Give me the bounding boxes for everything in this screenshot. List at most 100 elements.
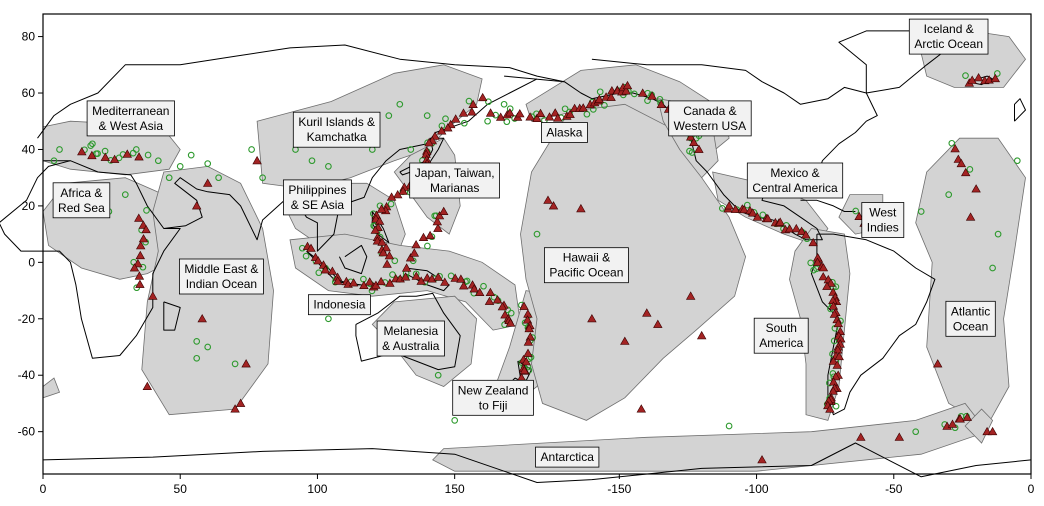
region-label-mexico: Mexico &Central America — [746, 162, 844, 199]
volcano-marker — [386, 192, 397, 201]
region-label-box — [861, 202, 905, 238]
region-label-box — [668, 100, 752, 137]
earthquake-marker — [423, 112, 431, 119]
y-tick-label: 0 — [28, 255, 35, 269]
earthquake-marker — [561, 105, 569, 113]
earthquake-marker — [442, 115, 449, 123]
earthquake-marker — [725, 422, 733, 430]
earthquake-marker — [50, 157, 58, 165]
volcano-marker — [962, 412, 973, 421]
volcano-marker — [747, 208, 758, 217]
earthquake-marker — [87, 142, 95, 149]
region-label-box — [746, 162, 844, 199]
earthquake-marker — [948, 139, 956, 147]
earthquake-marker — [396, 100, 404, 108]
volcano-marker — [398, 186, 408, 195]
earthquake-marker — [966, 166, 974, 173]
volcano-marker — [142, 381, 153, 390]
region-label-antarctica: Antarctica — [535, 446, 600, 468]
volcano-marker — [374, 216, 385, 225]
volcano-marker — [424, 138, 434, 147]
region-label-box — [307, 294, 371, 316]
volcano-marker — [523, 337, 534, 346]
volcano-marker — [191, 201, 202, 210]
region-label-hawaii: Hawaii &Pacific Ocean — [544, 247, 629, 284]
earthquake-marker — [912, 428, 920, 436]
volcano-marker — [894, 432, 905, 441]
region-label-box — [753, 317, 809, 354]
volcano-marker — [763, 213, 773, 223]
y-tick-label: -40 — [18, 368, 36, 382]
volcano-marker — [822, 281, 832, 290]
coastline-0 — [37, 44, 565, 139]
volcano-marker — [828, 356, 839, 365]
earthquake-marker — [644, 97, 651, 104]
earthquake-marker — [917, 208, 925, 215]
region-label-box — [535, 446, 600, 468]
volcano-marker — [492, 295, 503, 304]
region-label-line: Indonesia — [313, 298, 365, 312]
coastline-14 — [810, 233, 936, 416]
volcano-marker — [87, 150, 97, 160]
volcano-marker — [832, 360, 842, 369]
region-label-kuril: Kuril Islands &Kamchatka — [292, 111, 381, 148]
volcano-marker — [523, 348, 533, 357]
region-label-line: Africa & — [60, 186, 102, 200]
region-label-line: to Fiji — [479, 398, 508, 412]
earthquake-marker — [154, 157, 162, 165]
volcano-marker — [775, 217, 785, 226]
x-axis: 0 50 100 150 -150 -100 -50 0 — [40, 474, 1035, 496]
y-tick-label: -20 — [18, 312, 36, 326]
region-label-line: Red Sea — [58, 201, 105, 215]
region-label-line: Atlantic — [951, 304, 990, 318]
volcano-marker — [987, 426, 998, 436]
volcano-marker — [477, 92, 488, 102]
volcano-marker — [828, 301, 839, 310]
volcano-marker — [834, 351, 844, 361]
volcano-marker — [135, 241, 146, 250]
y-tick-label: -60 — [18, 425, 36, 439]
volcano-marker — [252, 155, 262, 165]
earthquake-marker — [193, 354, 201, 362]
volcano-marker — [812, 257, 823, 266]
volcano-marker — [532, 113, 542, 122]
volcano-marker — [122, 149, 133, 158]
earthquake-marker — [215, 174, 222, 182]
earthquake-marker — [451, 417, 459, 424]
earthquake-marker — [56, 146, 63, 153]
earthquake-marker — [989, 264, 996, 272]
earthquake-marker — [387, 200, 395, 208]
volcano-marker — [133, 258, 143, 268]
volcano-marker — [327, 266, 338, 275]
earthquake-marker — [460, 119, 468, 127]
volcano-marker — [485, 287, 496, 296]
region-label-box — [86, 100, 175, 137]
earthquake-marker — [962, 72, 969, 79]
earthquake-marker — [465, 97, 473, 105]
volcano-marker — [134, 213, 144, 222]
volcano-marker — [370, 225, 381, 234]
region-label-middle-east: Middle East &Indian Ocean — [178, 258, 264, 295]
volcano-marker — [656, 99, 667, 108]
volcano-marker — [525, 112, 535, 121]
region-label-line: Arctic Ocean — [914, 37, 983, 51]
volcano-marker — [535, 108, 546, 117]
volcano-marker — [825, 404, 835, 413]
volcano-marker — [739, 204, 749, 214]
volcano-marker — [955, 414, 965, 423]
region-label-line: Japan, Taiwan, — [415, 166, 495, 180]
volcano-marker — [495, 112, 506, 121]
volcano-marker — [129, 263, 140, 272]
region-label-line: Indian Ocean — [186, 277, 257, 291]
volcano-marker — [135, 279, 145, 288]
volcano-marker — [332, 276, 343, 285]
volcano-marker — [828, 386, 838, 395]
volcano-marker — [791, 223, 802, 233]
region-label-box — [908, 18, 989, 55]
region-polygons — [42, 30, 1027, 472]
volcano-marker — [450, 273, 460, 282]
volcano-marker — [620, 336, 630, 345]
x-tick-label: -150 — [607, 482, 631, 496]
